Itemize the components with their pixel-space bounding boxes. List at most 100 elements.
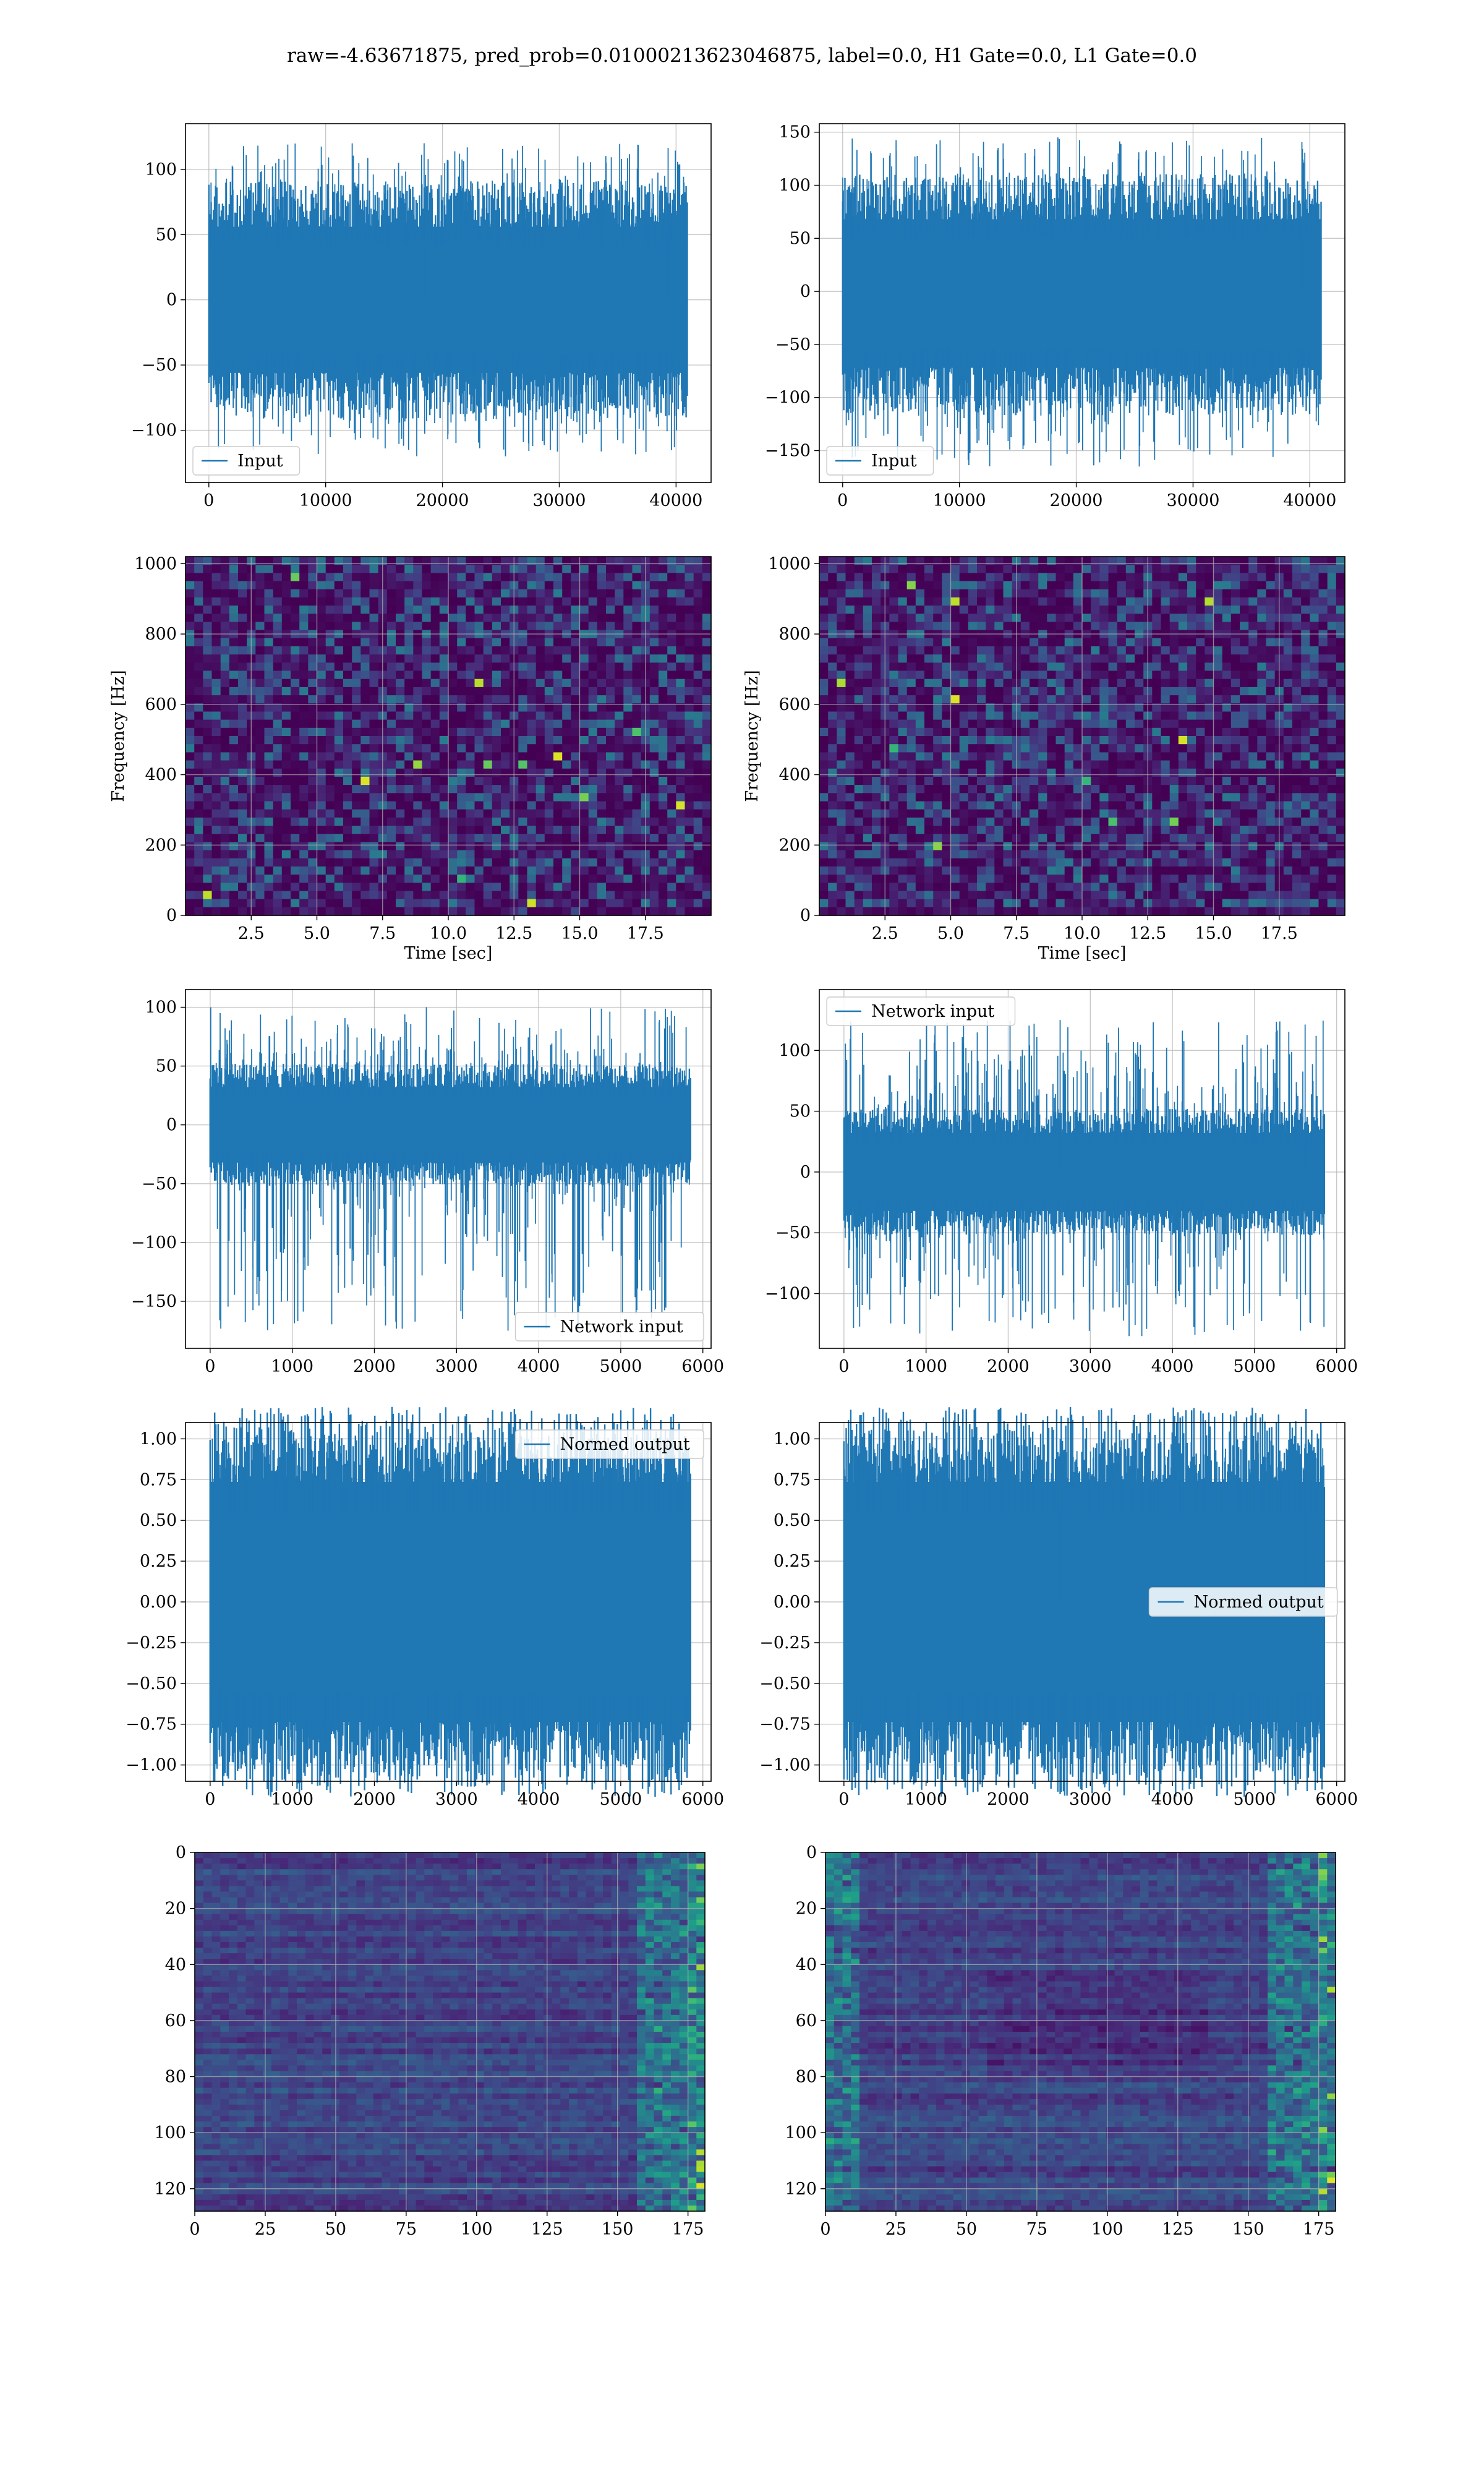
l1-spectrogram-cell bbox=[942, 744, 952, 753]
l1-spectrogram-cell bbox=[1266, 793, 1276, 802]
l1-spectrogram-cell bbox=[1327, 638, 1337, 647]
l1-spectrogram-cell bbox=[1257, 785, 1267, 794]
h1-spectrogram-cell bbox=[544, 858, 554, 867]
l1-spectrogram-cell bbox=[1327, 736, 1337, 745]
h1-spectrogram-cell bbox=[299, 646, 309, 655]
l1-spectrogram-cell bbox=[959, 760, 969, 769]
l1-spectrogram-cell bbox=[1257, 817, 1267, 826]
h1-spectrogram-cell bbox=[474, 875, 484, 883]
l1-spectrogram-cell bbox=[1336, 646, 1345, 655]
h1-spectrogram-cell bbox=[579, 589, 589, 598]
l1-spectrogram-cell bbox=[933, 565, 942, 573]
h1-spectrogram-cell bbox=[693, 826, 703, 834]
h1-spectrogram-cell bbox=[667, 834, 676, 842]
h1-spectrogram-cell bbox=[632, 744, 642, 753]
l1-spectrogram-cell bbox=[828, 606, 837, 614]
h1-spectrogram-cell bbox=[518, 719, 528, 729]
l1-spectrogram-cell bbox=[828, 557, 837, 565]
h1-spectrogram-cell bbox=[343, 826, 352, 834]
h1-spectrogram-cell bbox=[343, 678, 352, 688]
h1-spectrogram-cell bbox=[588, 573, 598, 582]
h1-spectrogram-cell bbox=[649, 768, 659, 777]
h1-spectrogram-cell bbox=[702, 638, 712, 647]
l1-spectrogram-cell bbox=[1055, 834, 1065, 842]
h1-spectrogram-cell bbox=[404, 670, 414, 680]
h1-spectrogram-cell bbox=[203, 899, 213, 908]
h1-spectrogram-cell bbox=[684, 809, 694, 818]
h1-spectrogram-cell bbox=[466, 557, 475, 565]
h1-spectrogram-cell bbox=[448, 752, 458, 761]
l1-spectrogram-cell bbox=[898, 597, 908, 606]
l1-spectrogram-cell bbox=[889, 654, 899, 663]
l1-spectrogram-cell bbox=[1205, 752, 1214, 761]
h1-spectrogram-cell bbox=[352, 793, 361, 802]
l1-spectrogram-cell bbox=[1213, 793, 1223, 802]
h1-spectrogram-cell bbox=[308, 711, 318, 721]
h1-spectrogram-cell bbox=[203, 866, 213, 875]
l1-spectrogram-cell bbox=[1108, 834, 1118, 842]
h1-spectrogram-cell bbox=[693, 785, 703, 794]
l1-spectrogram-cell bbox=[1327, 826, 1337, 834]
l1-spectrogram-cell bbox=[1336, 614, 1345, 623]
h1-spectrogram-cell bbox=[623, 842, 633, 851]
l1-spectrogram-cell bbox=[1240, 817, 1249, 826]
h1-spectrogram-cell bbox=[264, 678, 274, 688]
h1-spectrogram-cell bbox=[317, 858, 326, 867]
l1-spectrogram-cell bbox=[845, 744, 855, 753]
h1-spectrogram-cell bbox=[597, 875, 607, 883]
h1-spectrogram-cell bbox=[562, 622, 571, 631]
l1-spectrogram-cell bbox=[1196, 842, 1205, 851]
h1-spectrogram-cell bbox=[430, 678, 440, 688]
h1-spectrogram-cell bbox=[281, 597, 291, 606]
h1-spectrogram-cell bbox=[623, 557, 633, 565]
h1-spectrogram-cell bbox=[396, 581, 405, 590]
l1-spectrogram-cell bbox=[1187, 736, 1196, 745]
h1-spectrogram-cell bbox=[238, 760, 247, 769]
h1-spectrogram-cell bbox=[439, 785, 449, 794]
l1-spectrogram-cell bbox=[1310, 573, 1320, 582]
h1-spectrogram-cell bbox=[194, 606, 203, 614]
h1-spectrogram-cell bbox=[571, 557, 581, 565]
l1-spectrogram-cell bbox=[1292, 622, 1302, 631]
l1-spectrogram-cell bbox=[906, 670, 916, 680]
l1-spectrogram-cell bbox=[906, 589, 916, 598]
h1-spectrogram-cell bbox=[299, 793, 309, 802]
h1-spectrogram-cell bbox=[649, 834, 659, 842]
l1-input-xtick-label: 40000 bbox=[1283, 491, 1336, 510]
h1-spectrogram-cell bbox=[211, 719, 221, 729]
l1-spectrogram-cell bbox=[1161, 565, 1171, 573]
l1-spectrogram-cell bbox=[872, 850, 881, 859]
h1-spectrogram-cell bbox=[702, 727, 712, 737]
h1-spectrogram-cell bbox=[186, 670, 195, 680]
h1-spectrogram-cell bbox=[229, 842, 239, 851]
l1-spectrogram-cell bbox=[986, 776, 995, 785]
l1-spectrogram-cell bbox=[1082, 826, 1091, 834]
l1-spectrogram-cell bbox=[968, 801, 978, 810]
h1-spectrogram-cell bbox=[474, 662, 484, 672]
l1-spectrogram-cell bbox=[1187, 589, 1196, 598]
h1-spectrogram-cell bbox=[360, 581, 370, 590]
l1-spectrogram-cell bbox=[968, 606, 978, 614]
l1-spectrogram-cell bbox=[1178, 565, 1188, 573]
l1-spectrogram-cell bbox=[1230, 581, 1240, 590]
l1-spectrogram-cell bbox=[889, 581, 899, 590]
l1-spectrogram-cell bbox=[1178, 638, 1188, 647]
l1-spectrogram-cell bbox=[1205, 573, 1214, 582]
h1-spectrogram-cell bbox=[291, 785, 300, 794]
h1-spectrogram-cell bbox=[483, 899, 493, 908]
h1-spectrogram-cell bbox=[659, 614, 668, 623]
l1-spectrogram-cell bbox=[845, 858, 855, 867]
l1-spectrogram-cell bbox=[1196, 581, 1205, 590]
l1-spectrogram-cell bbox=[1082, 744, 1091, 753]
l1-spectrogram-cell bbox=[1073, 622, 1083, 631]
h1-spectrogram-cell bbox=[579, 662, 589, 672]
l1-spectrogram-cell bbox=[1240, 776, 1249, 785]
l1-spectrogram-cell bbox=[1020, 670, 1030, 680]
h1-spectrogram-cell bbox=[404, 760, 414, 769]
h1-spectrogram-cell bbox=[588, 760, 598, 769]
h1-spectrogram-cell bbox=[702, 850, 712, 859]
h1-spectrogram-cell bbox=[562, 744, 571, 753]
h1-spectrogram-cell bbox=[571, 768, 581, 777]
l1-spectrogram-cell bbox=[1266, 687, 1276, 696]
h1-spectrogram-cell bbox=[588, 776, 598, 785]
